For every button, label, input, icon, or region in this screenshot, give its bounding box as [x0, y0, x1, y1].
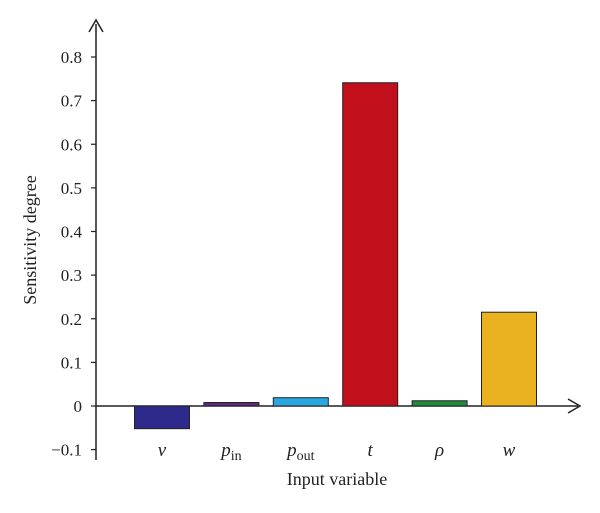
x-axis-arrow: [567, 398, 582, 414]
x-tick-label: ρ: [434, 440, 444, 461]
x-tick-label: v: [158, 440, 167, 461]
y-tick-label: 0.7: [61, 92, 83, 111]
bar: [411, 400, 468, 407]
y-tick-label: 0.3: [61, 266, 82, 285]
y-tick-label: 0.6: [61, 135, 82, 154]
x-tick-labels: v pin pout t ρ w: [158, 440, 516, 464]
x-tick-label: pout: [285, 440, 315, 464]
bar: [134, 405, 190, 430]
y-tick-label: 0: [74, 397, 83, 416]
x-tick-label: pin: [219, 440, 241, 464]
y-axis-title: Sensitivity degree: [20, 175, 40, 304]
y-ticks: 0.8 0.7 0.6 0.5 0.4 0.3 0.2 0.1 0 −0.1: [51, 48, 96, 460]
y-tick-label: 0.1: [61, 353, 82, 372]
y-tick-label: −0.1: [51, 441, 82, 460]
y-tick-label: 0.4: [61, 223, 83, 242]
y-tick-label: 0.2: [61, 310, 82, 329]
x-axis-title: Input variable: [287, 469, 387, 489]
bar: [272, 397, 329, 407]
bar: [203, 402, 260, 407]
bar: [481, 311, 537, 407]
bar: [342, 82, 399, 407]
x-tick-label: w: [503, 440, 516, 461]
bars: [134, 82, 537, 430]
y-axis-arrow: [88, 18, 104, 33]
y-tick-label: 0.5: [61, 179, 82, 198]
x-tick-label: t: [368, 440, 374, 461]
y-tick-label: 0.8: [61, 48, 82, 67]
